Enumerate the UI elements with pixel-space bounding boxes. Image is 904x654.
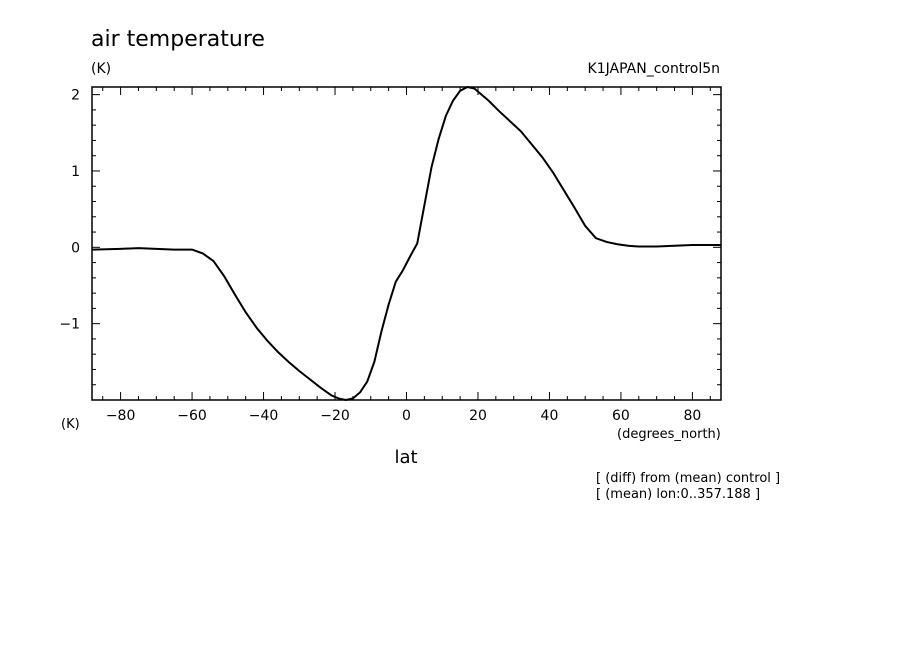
note-mean: [ (mean) lon:0..357.188 ] xyxy=(596,487,760,502)
y-tick-label: −1 xyxy=(59,317,80,333)
x-tick-label: −60 xyxy=(177,408,207,424)
x-tick-label: −40 xyxy=(249,408,279,424)
title-units: (K) xyxy=(91,61,111,77)
note-diff: [ (diff) from (mean) control ] xyxy=(596,471,780,486)
x-tick-label: 80 xyxy=(683,408,701,424)
y-units-label: (K) xyxy=(61,417,80,432)
x-tick-label: 40 xyxy=(541,408,559,424)
x-axis: −80 −60 −40 −20 0 20 40 60 80 xyxy=(102,87,711,424)
y-tick-label: 0 xyxy=(71,240,80,256)
x-axis-label: lat xyxy=(394,447,417,468)
plot-area: −80 −60 −40 −20 0 20 40 60 80 −1 0 1 2 xyxy=(59,85,722,424)
plot-frame xyxy=(91,86,722,401)
x-tick-label: −80 xyxy=(106,408,136,424)
x-tick-label: −20 xyxy=(320,408,350,424)
run-label: K1JAPAN_control5n xyxy=(588,61,720,77)
series-line xyxy=(91,85,721,402)
chart-title: air temperature xyxy=(91,27,265,52)
x-tick-label: 60 xyxy=(612,408,630,424)
x-tick-label: 0 xyxy=(402,408,411,424)
x-tick-label: 20 xyxy=(469,408,487,424)
y-axis: −1 0 1 2 xyxy=(59,88,721,401)
y-tick-label: 1 xyxy=(71,164,80,180)
y-tick-label: 2 xyxy=(71,88,80,104)
x-units-label: (degrees_north) xyxy=(617,427,721,442)
